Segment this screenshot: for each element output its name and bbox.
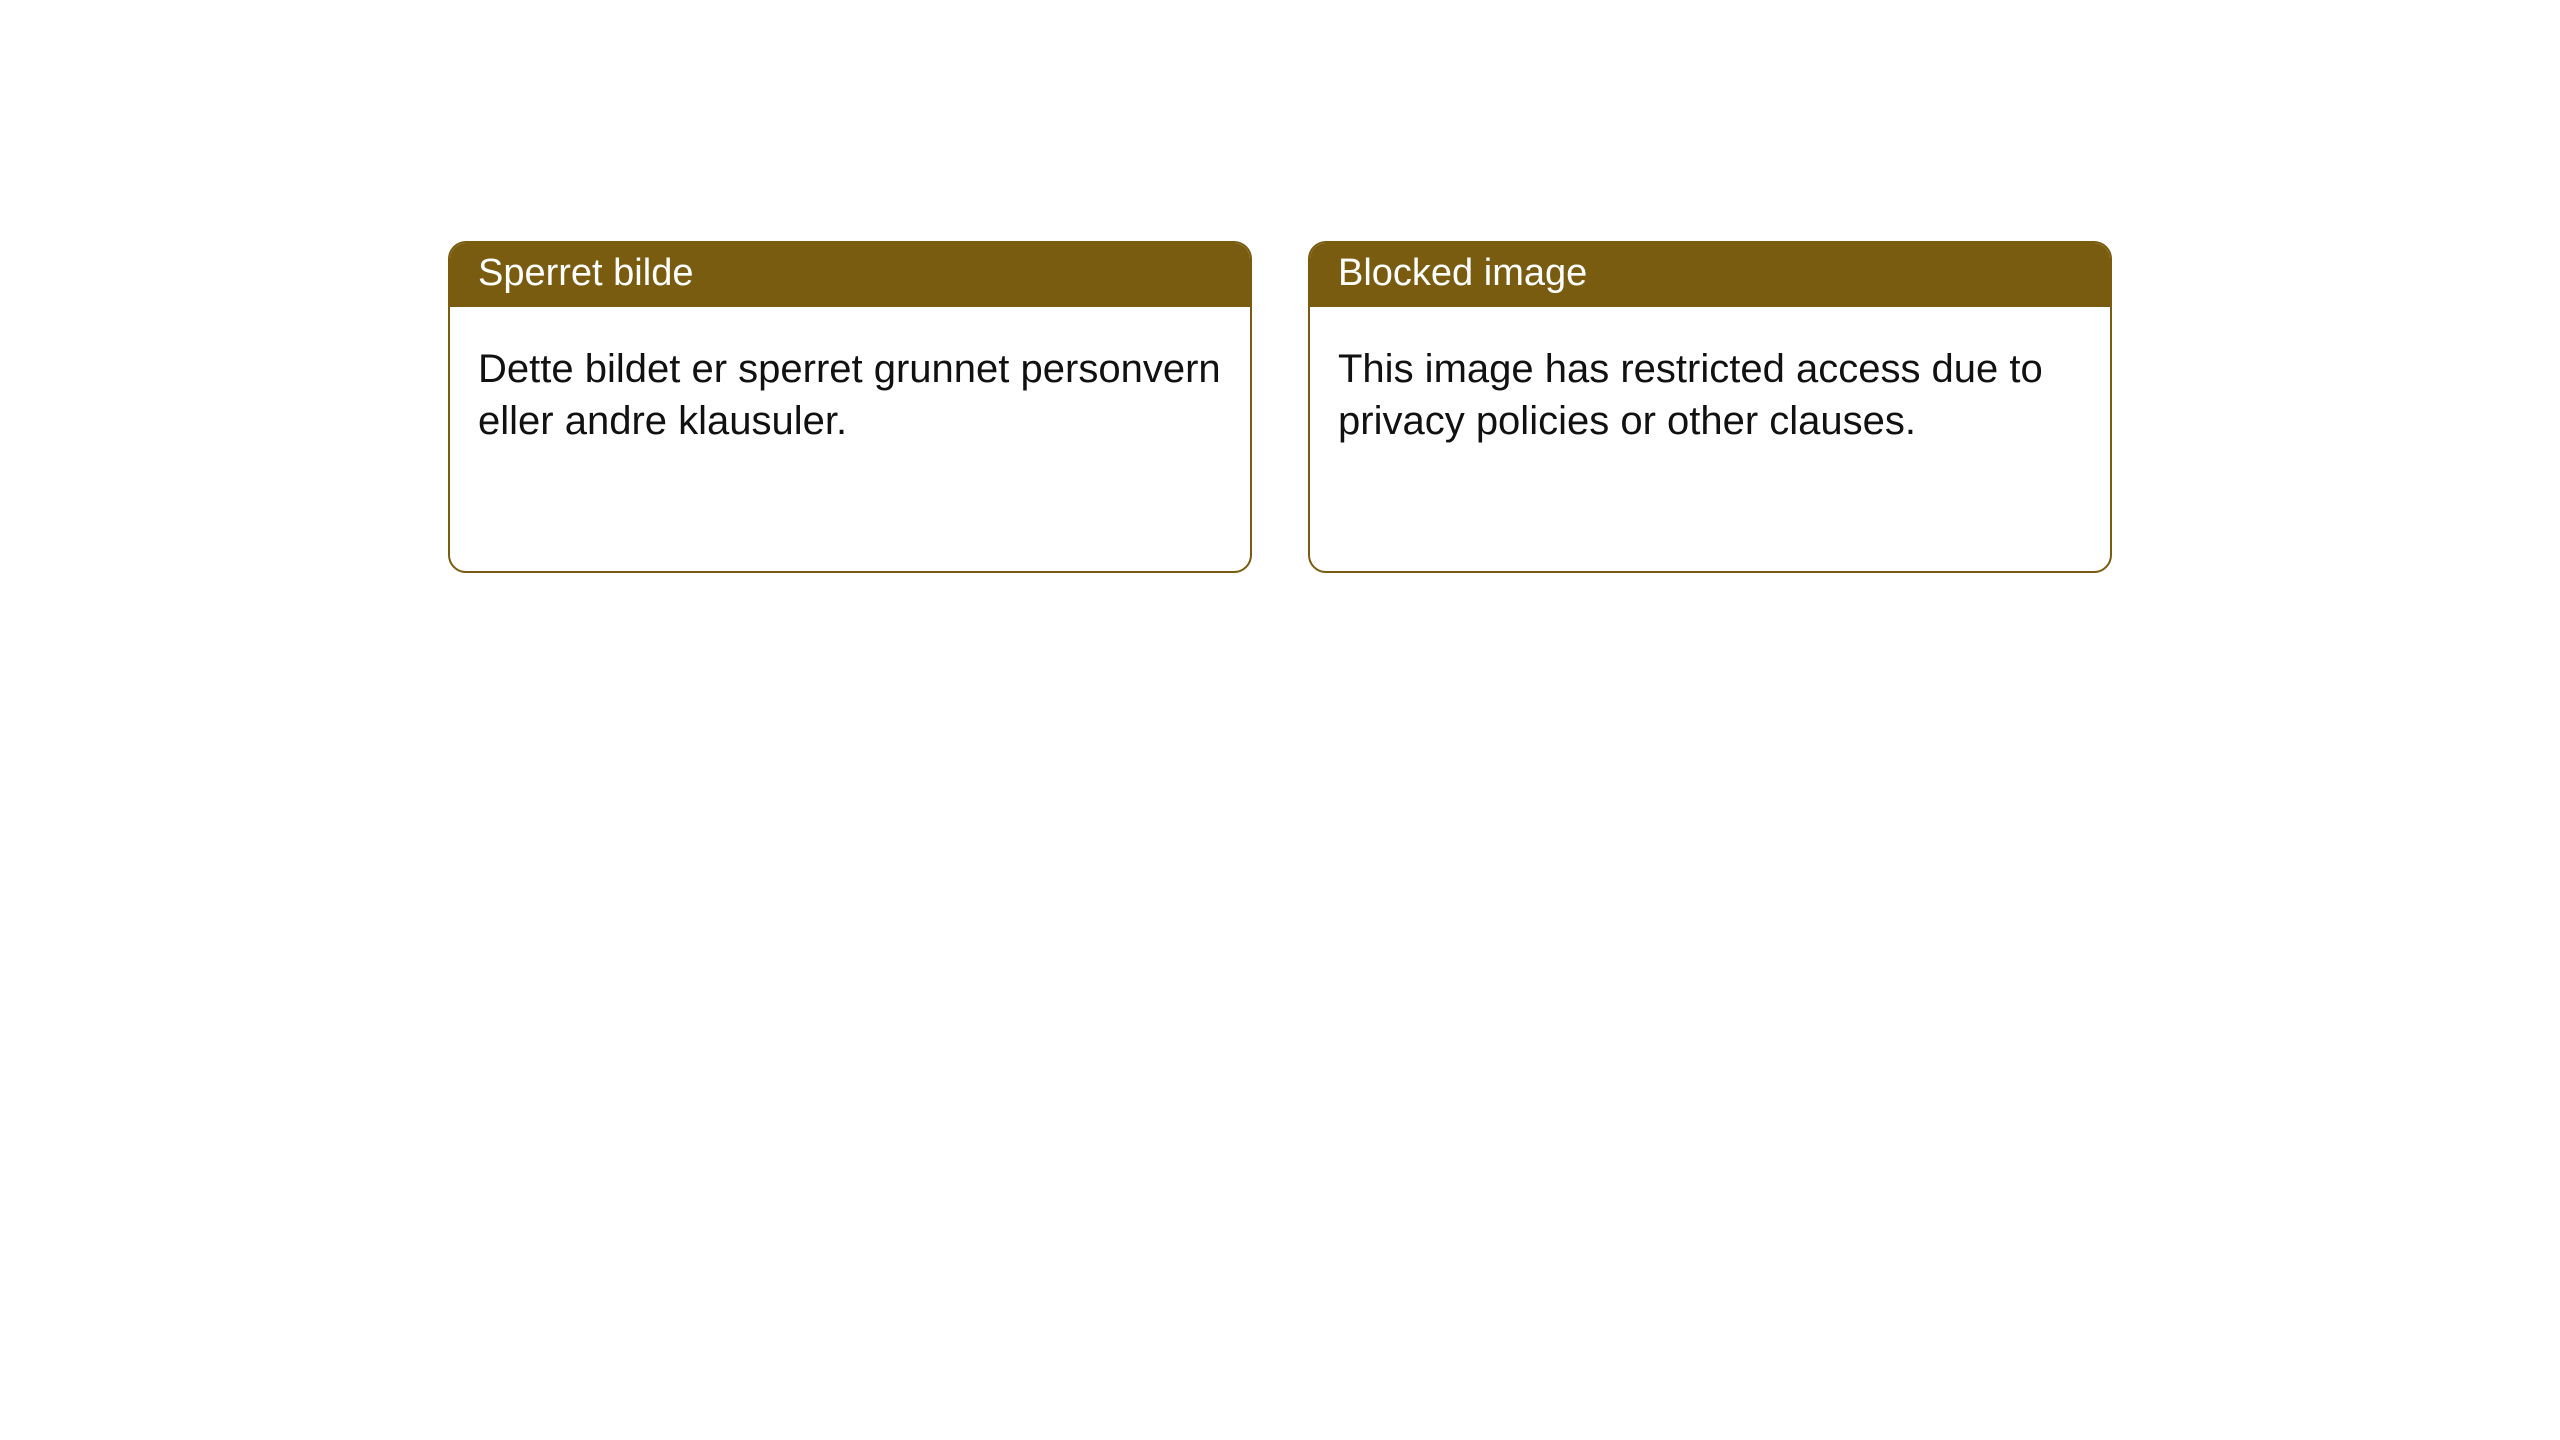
- notice-card-title: Blocked image: [1310, 243, 2110, 307]
- notice-card-title: Sperret bilde: [450, 243, 1250, 307]
- notice-card-body: This image has restricted access due to …: [1310, 307, 2110, 477]
- notice-card-norwegian: Sperret bilde Dette bildet er sperret gr…: [448, 241, 1252, 573]
- notice-card-english: Blocked image This image has restricted …: [1308, 241, 2112, 573]
- notice-card-body: Dette bildet er sperret grunnet personve…: [450, 307, 1250, 477]
- notice-cards-container: Sperret bilde Dette bildet er sperret gr…: [448, 241, 2112, 573]
